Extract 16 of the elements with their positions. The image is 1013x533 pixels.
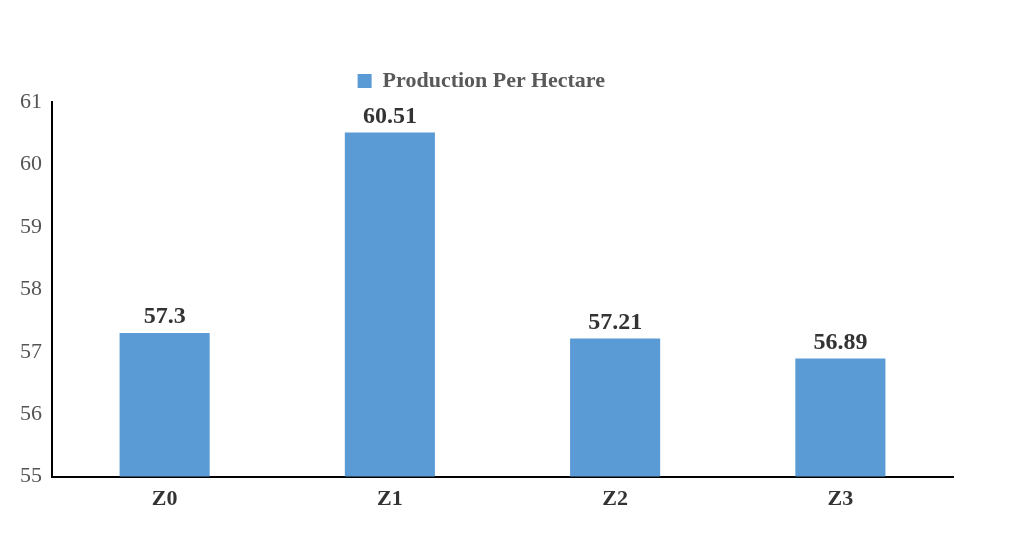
legend-label: Production Per Hectare [382,66,606,92]
x-tick-label: Z3 [827,485,854,511]
data-label: 57.21 [588,307,643,334]
y-tick-label: 61 [20,87,42,113]
y-tick-label: 57 [20,337,42,363]
data-label: 56.89 [813,327,868,354]
x-tick-label: Z1 [377,485,403,511]
data-label: 57.3 [143,302,186,329]
data-label: 60.51 [362,101,417,128]
x-tick-label: Z2 [602,485,628,511]
y-tick-label: 59 [20,212,42,238]
y-tick-label: 58 [20,275,42,301]
y-tick-label: 60 [20,150,42,176]
y-tick-label: 56 [20,399,42,425]
y-tick-label: 55 [20,462,42,488]
x-tick-label: Z0 [151,485,178,511]
